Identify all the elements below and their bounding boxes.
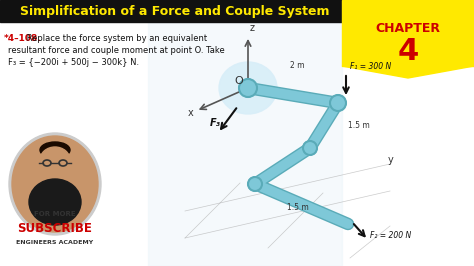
Text: F₃ = {−200i + 500j − 300k} N.: F₃ = {−200i + 500j − 300k} N. — [8, 58, 139, 67]
Circle shape — [303, 141, 317, 155]
Bar — [0, 0, 474, 22]
Text: ENGINEERS ACADEMY: ENGINEERS ACADEMY — [17, 239, 94, 244]
Text: 2 m: 2 m — [290, 61, 304, 70]
Text: F₂ = 200 N: F₂ = 200 N — [370, 231, 411, 240]
Bar — [0, 22, 342, 266]
Bar — [148, 22, 342, 266]
Bar — [342, 0, 474, 66]
Text: resultant force and couple moment at point O. Take: resultant force and couple moment at poi… — [8, 46, 225, 55]
Text: y: y — [388, 155, 394, 165]
Circle shape — [239, 79, 257, 97]
Ellipse shape — [29, 179, 81, 225]
Text: 4: 4 — [397, 36, 419, 65]
Text: SUBSCRIBE: SUBSCRIBE — [18, 222, 92, 235]
Text: x: x — [188, 108, 194, 118]
Circle shape — [330, 95, 346, 111]
Text: FOR MORE: FOR MORE — [34, 211, 76, 217]
Ellipse shape — [12, 136, 98, 232]
Text: F₃: F₃ — [210, 118, 221, 128]
Text: Simplification of a Force and Couple System: Simplification of a Force and Couple Sys… — [20, 5, 330, 18]
Polygon shape — [342, 66, 474, 78]
Circle shape — [248, 177, 262, 191]
Text: 1.5 m: 1.5 m — [348, 121, 370, 130]
Ellipse shape — [9, 133, 101, 235]
Text: *4–108.: *4–108. — [4, 34, 42, 43]
Text: Replace the force system by an equivalent: Replace the force system by an equivalen… — [24, 34, 207, 43]
Text: O: O — [234, 76, 243, 86]
Ellipse shape — [40, 142, 70, 158]
Text: CHAPTER: CHAPTER — [375, 22, 440, 35]
Text: 1.5 m: 1.5 m — [287, 203, 309, 212]
Ellipse shape — [40, 147, 70, 173]
Text: F₁ = 300 N: F₁ = 300 N — [350, 62, 391, 71]
Ellipse shape — [219, 62, 277, 114]
Text: z: z — [250, 23, 255, 33]
